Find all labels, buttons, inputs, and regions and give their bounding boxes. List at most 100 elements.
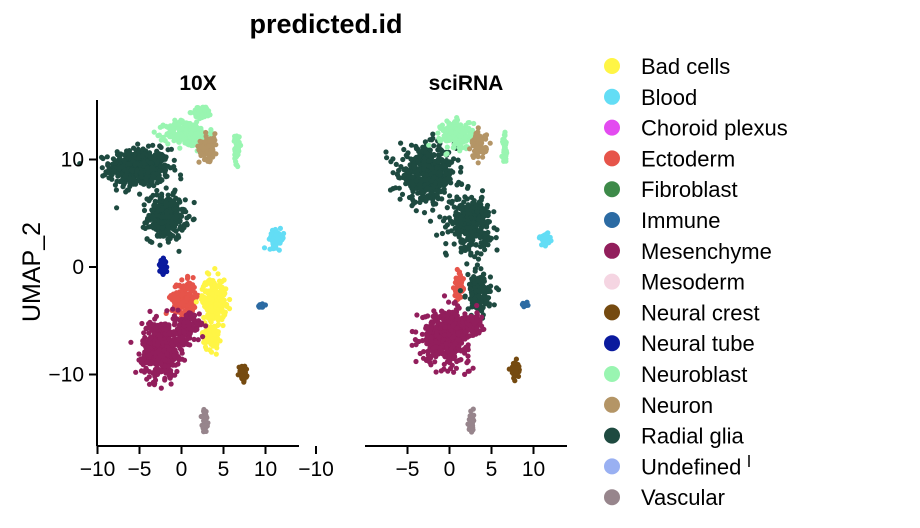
point: [168, 146, 174, 152]
x-ticks-scirna: −5 0 5 10: [396, 446, 545, 481]
point: [193, 131, 199, 137]
point: [203, 428, 209, 434]
cluster-vascular: [198, 406, 211, 435]
point: [401, 146, 407, 153]
point: [172, 187, 178, 193]
point: [208, 319, 214, 325]
point: [203, 133, 209, 139]
point: [462, 350, 468, 356]
point: [175, 126, 182, 132]
point: [443, 171, 449, 177]
point: [105, 161, 111, 167]
point: [171, 353, 177, 359]
point: [176, 283, 182, 289]
point: [462, 238, 468, 244]
point: [467, 241, 473, 247]
point: [465, 421, 471, 427]
cluster-neuroblast: [499, 129, 510, 164]
point: [176, 122, 182, 128]
point: [432, 359, 438, 365]
point: [175, 233, 181, 239]
point: [198, 152, 204, 159]
point: [131, 151, 138, 157]
point: [202, 300, 208, 306]
legend-key: [604, 58, 620, 74]
point: [137, 191, 143, 197]
point: [199, 112, 205, 119]
point: [419, 190, 425, 196]
point: [127, 175, 133, 181]
point: [154, 233, 160, 239]
point: [163, 123, 169, 129]
point: [461, 336, 467, 342]
point: [427, 218, 434, 224]
point: [163, 357, 169, 363]
point: [205, 143, 212, 149]
point: [131, 145, 137, 151]
point: [158, 360, 164, 366]
point: [476, 199, 482, 205]
point: [212, 131, 218, 137]
point: [150, 213, 156, 220]
legend-key: [604, 396, 620, 413]
point: [450, 323, 456, 329]
point: [442, 324, 448, 330]
point: [424, 325, 430, 331]
point: [409, 179, 415, 185]
point: [485, 212, 491, 218]
point: [439, 230, 445, 237]
point: [165, 163, 171, 169]
legend-label: Immune: [641, 208, 720, 233]
point: [413, 143, 419, 149]
point: [420, 355, 427, 361]
point: [143, 366, 149, 372]
legend-label: Neuroblast: [641, 362, 747, 387]
point: [393, 161, 399, 167]
point: [214, 290, 220, 296]
point: [482, 231, 488, 237]
point: [540, 236, 546, 242]
point: [161, 368, 167, 374]
point: [234, 150, 240, 157]
point: [167, 133, 173, 139]
point: [501, 149, 507, 155]
point: [147, 319, 153, 325]
y-ticks: 100−10: [48, 149, 97, 387]
point: [138, 368, 145, 374]
point: [157, 168, 163, 174]
point: [213, 301, 220, 307]
legend-key: [604, 150, 620, 167]
point: [415, 158, 421, 164]
point: [444, 144, 450, 150]
point: [155, 133, 161, 139]
point: [447, 193, 453, 199]
point: [433, 339, 439, 346]
legend-key: [604, 212, 620, 228]
point: [445, 125, 451, 131]
point: [397, 196, 403, 202]
legend-item: Mesenchyme: [604, 239, 772, 264]
point: [467, 286, 473, 292]
point: [414, 312, 420, 318]
point: [171, 349, 177, 355]
cluster-neuroblast: [187, 104, 213, 122]
point: [158, 214, 164, 220]
point: [200, 334, 206, 340]
point: [430, 131, 436, 137]
point: [203, 323, 209, 329]
point: [495, 287, 502, 293]
point: [473, 242, 479, 248]
point: [152, 218, 158, 224]
point: [126, 148, 132, 154]
point: [190, 217, 196, 223]
point: [464, 185, 471, 191]
point: [433, 324, 439, 330]
point: [456, 269, 463, 275]
point: [519, 301, 526, 308]
point: [173, 339, 179, 345]
point: [169, 358, 175, 365]
point: [175, 361, 181, 367]
point: [191, 139, 197, 145]
point: [134, 167, 140, 173]
